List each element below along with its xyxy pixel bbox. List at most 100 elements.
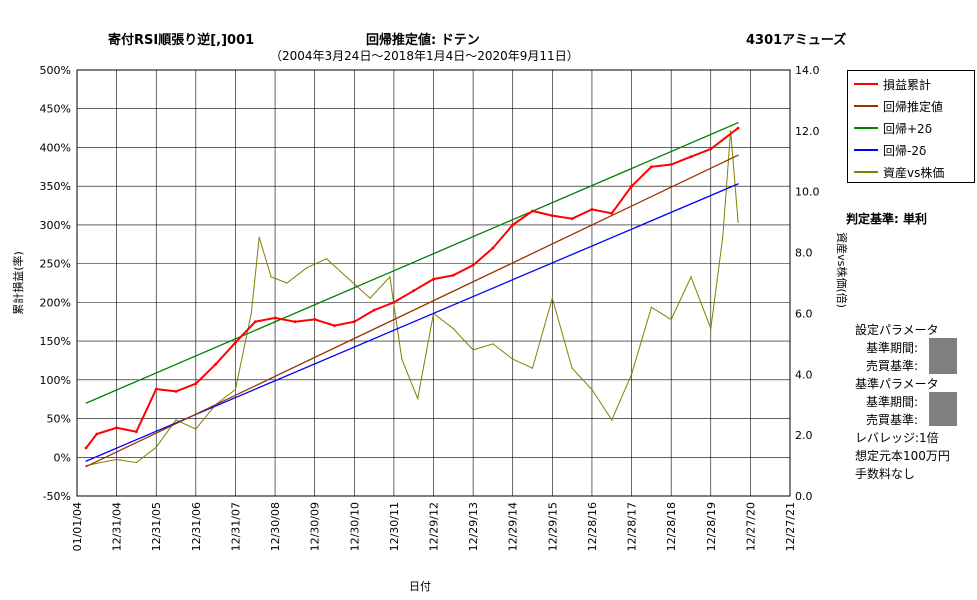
x-tick-label: 12/31/06 — [190, 502, 203, 551]
data-point — [571, 367, 573, 369]
y-left-tick-label: 450% — [40, 103, 71, 116]
data-point — [369, 297, 371, 299]
data-point — [372, 308, 376, 312]
judgement-label: 判定基準: 単利 — [846, 212, 927, 226]
data-point — [306, 267, 308, 269]
legend-swatch — [854, 171, 878, 173]
data-point — [631, 373, 633, 375]
legend-label: 回帰-2δ — [883, 144, 927, 158]
asset-vs-price-line — [85, 130, 739, 467]
mode-title: 回帰推定値: ドテン — [366, 33, 480, 48]
data-point — [154, 387, 158, 391]
data-point — [155, 446, 157, 448]
y-left-tick-label: 100% — [40, 374, 71, 387]
y-left-tick-label: 50% — [47, 413, 71, 426]
data-point — [690, 276, 692, 278]
y-right-tick-label: 2.0 — [795, 429, 813, 442]
x-tick-label: 12/30/11 — [388, 502, 401, 551]
legend-swatch — [854, 83, 878, 85]
data-point — [689, 155, 693, 159]
data-point — [432, 277, 435, 281]
data-point — [95, 432, 99, 436]
x-tick-label: 12/30/08 — [269, 502, 282, 551]
legend-swatch — [854, 105, 878, 107]
data-point — [471, 263, 475, 267]
data-point — [650, 165, 653, 169]
data-point — [313, 318, 317, 321]
x-tick-label: 12/27/21 — [784, 502, 797, 551]
data-point — [270, 276, 272, 278]
y-right-tick-label: 8.0 — [795, 247, 813, 260]
capital-label: 想定元本100万円 — [855, 449, 950, 463]
data-point — [412, 289, 416, 293]
data-point — [737, 183, 739, 185]
data-point — [610, 211, 614, 215]
data-point — [591, 388, 593, 391]
data-point — [650, 306, 653, 308]
ticker-title: 4301アミューズ — [746, 33, 847, 48]
y-axis-label-left: 累計損益(率) — [11, 251, 25, 315]
y-left-tick-label: -50% — [43, 490, 71, 503]
redacted-value-2 — [929, 392, 957, 426]
data-point — [630, 184, 633, 188]
x-tick-label: 12/30/09 — [309, 502, 322, 551]
upper-band-line — [85, 122, 739, 404]
data-point — [100, 461, 102, 464]
legend-item-pnl: 損益累計 — [848, 73, 974, 95]
data-point — [472, 349, 474, 351]
data-point — [195, 428, 197, 430]
data-point — [214, 362, 218, 366]
legend-item-lower: 回帰-2δ — [848, 139, 974, 161]
data-point — [590, 208, 594, 211]
legend-swatch — [854, 149, 878, 151]
data-point — [709, 147, 713, 151]
y-left-tick-label: 500% — [40, 64, 71, 77]
data-point — [722, 236, 724, 238]
data-point — [736, 126, 740, 130]
data-point — [345, 276, 347, 278]
data-point — [730, 130, 732, 132]
plot-lines — [84, 122, 740, 468]
data-point — [417, 398, 419, 400]
data-point — [258, 236, 260, 238]
data-point — [253, 320, 257, 324]
x-tick-label: 12/31/05 — [150, 502, 163, 551]
right-axis-ticks: 14.0 12.0 10.0 8.0 6.0 4.0 2.0 0.0 — [795, 64, 820, 503]
x-axis-label: 日付 — [409, 580, 431, 593]
x-tick-label: 12/28/19 — [705, 502, 718, 551]
data-point — [670, 318, 672, 321]
pnl-line — [85, 127, 739, 449]
y-left-tick-label: 250% — [40, 258, 71, 271]
strategy-title: 寄付RSI順張り逆[,]001 — [108, 33, 255, 48]
data-point — [511, 223, 515, 227]
x-tick-label: 12/29/12 — [428, 502, 441, 551]
data-point — [737, 221, 739, 223]
y-left-tick-label: 350% — [40, 180, 71, 193]
y-right-tick-label: 14.0 — [795, 64, 820, 77]
period-subtitle: （2004年3月24日～2018年1月4日～2020年9月11日） — [270, 49, 579, 63]
data-point — [325, 258, 328, 260]
y-right-tick-label: 12.0 — [795, 125, 820, 138]
x-tick-label: 12/31/07 — [229, 502, 242, 551]
data-point — [234, 341, 237, 344]
data-point — [669, 163, 673, 166]
trade-basis-label: 売買基準: — [866, 359, 919, 373]
base-period-label: 基準期間: — [866, 341, 919, 355]
x-tick-label: 12/29/13 — [467, 502, 480, 551]
grid — [77, 70, 790, 496]
base-params-title: 基準パラメータ — [855, 377, 939, 391]
legend-label: 損益累計 — [883, 78, 932, 92]
data-point — [194, 382, 198, 386]
data-point — [392, 301, 396, 304]
params-title: 設定パラメータ — [855, 323, 939, 337]
data-point — [491, 246, 495, 250]
y-right-tick-label: 4.0 — [795, 368, 813, 381]
data-point — [84, 446, 88, 450]
data-point — [531, 209, 534, 213]
data-point — [174, 390, 178, 393]
data-point — [85, 466, 87, 468]
x-tick-label: 12/31/04 — [111, 502, 124, 551]
data-point — [611, 419, 613, 421]
plot-frame — [76, 69, 791, 497]
